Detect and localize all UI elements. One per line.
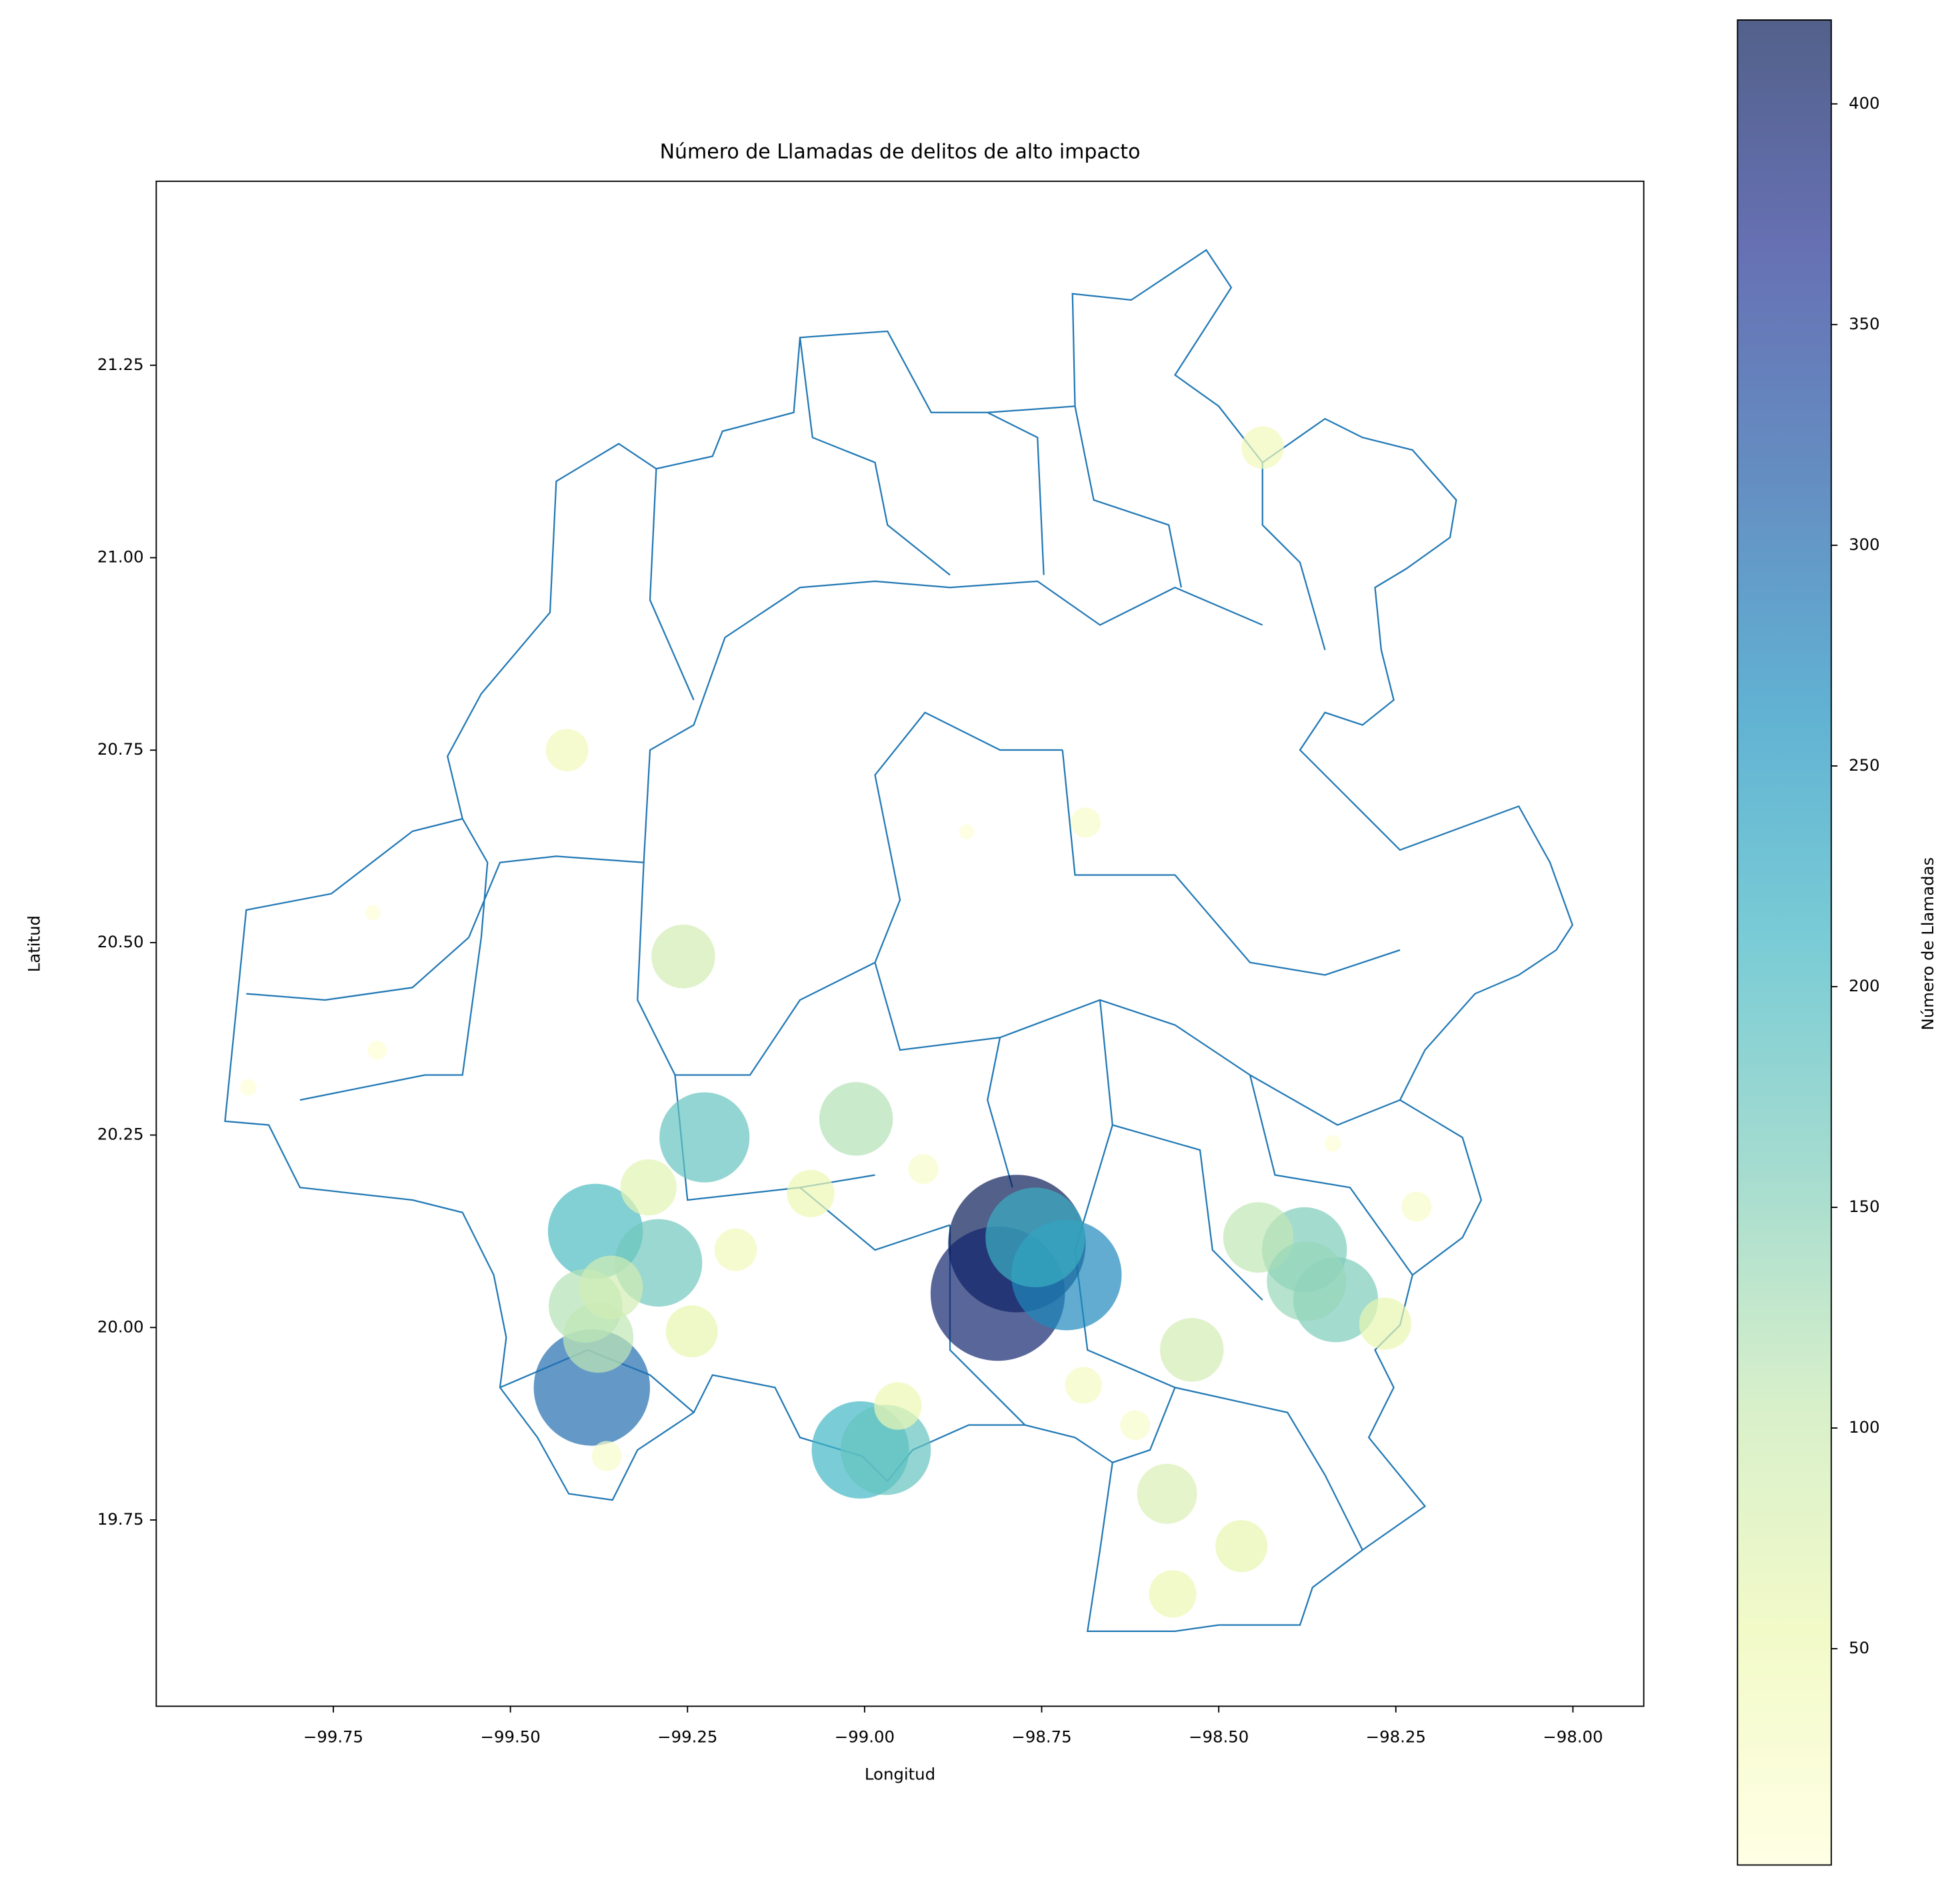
bubble <box>1120 1410 1151 1441</box>
x-tick-label: −99.25 <box>657 1727 717 1746</box>
bubble <box>1215 1520 1268 1573</box>
bubble <box>1324 1135 1341 1152</box>
y-tick-label: 21.25 <box>97 355 144 374</box>
bubble <box>1267 1241 1347 1321</box>
colorbar-tick-label: 400 <box>1849 93 1880 113</box>
bubble <box>985 1187 1085 1287</box>
state-outline <box>224 249 1573 1632</box>
y-tick-label: 20.00 <box>97 1317 144 1336</box>
bubble <box>1223 1202 1294 1273</box>
y-tick-label: 20.50 <box>97 932 144 951</box>
bubble <box>665 1305 718 1358</box>
colorbar-tick-label: 250 <box>1849 755 1880 775</box>
bubble <box>787 1169 835 1217</box>
x-tick-label: −98.00 <box>1543 1727 1603 1746</box>
bubble <box>819 1082 893 1156</box>
bubble <box>367 1041 387 1060</box>
colorbar-tick-label: 150 <box>1849 1197 1880 1216</box>
map-boundaries <box>224 249 1573 1632</box>
bubble <box>365 905 381 921</box>
municipal-boundaries <box>246 337 1413 1551</box>
bubble <box>591 1441 622 1471</box>
y-tick-label: 20.75 <box>97 739 144 759</box>
y-tick-label: 20.25 <box>97 1125 144 1144</box>
colorbar-frame <box>1737 19 1832 1866</box>
bubble <box>959 824 975 839</box>
x-tick-label: −98.50 <box>1189 1727 1249 1746</box>
bubble <box>874 1382 922 1430</box>
x-tick-label: −99.00 <box>835 1727 895 1746</box>
bubble <box>1241 426 1284 469</box>
colorbar <box>1737 20 1831 1865</box>
x-tick-label: −98.75 <box>1011 1727 1071 1746</box>
x-tick-label: −99.75 <box>303 1727 363 1746</box>
bubble <box>545 729 589 772</box>
colorbar-tick-label: 350 <box>1849 314 1880 333</box>
bubble <box>1137 1463 1197 1524</box>
x-tick-label: −99.50 <box>481 1727 541 1746</box>
bubble <box>620 1159 677 1216</box>
colorbar-label: Número de Llamadas <box>1918 857 1937 1031</box>
bubble <box>714 1228 757 1271</box>
bubble <box>1159 1317 1224 1382</box>
bubble <box>1065 1367 1102 1404</box>
chart-title: Número de Llamadas de delitos de alto im… <box>660 140 1141 163</box>
plot-frame <box>155 180 1645 1707</box>
bubble <box>1149 1570 1197 1618</box>
y-axis-label: Latitud <box>25 915 44 972</box>
colorbar-tick-label: 100 <box>1849 1417 1880 1437</box>
y-tick-label: 19.75 <box>97 1509 144 1529</box>
bubble <box>1401 1191 1432 1222</box>
bubble <box>579 1255 643 1320</box>
colorbar-tick-label: 200 <box>1849 976 1880 995</box>
bubble <box>651 924 715 989</box>
bubble <box>841 1405 931 1495</box>
colorbar-tick-label: 50 <box>1849 1638 1869 1657</box>
bubble <box>908 1153 939 1184</box>
x-axis-label: Longitud <box>865 1765 935 1784</box>
x-tick-label: −98.25 <box>1366 1727 1426 1746</box>
bubble <box>563 1302 634 1373</box>
bubble <box>1070 807 1101 838</box>
bubble <box>240 1079 257 1096</box>
y-tick-label: 21.00 <box>97 547 144 567</box>
colorbar-tick-label: 300 <box>1849 535 1880 554</box>
bubble <box>1359 1297 1411 1350</box>
bubble <box>659 1092 750 1183</box>
